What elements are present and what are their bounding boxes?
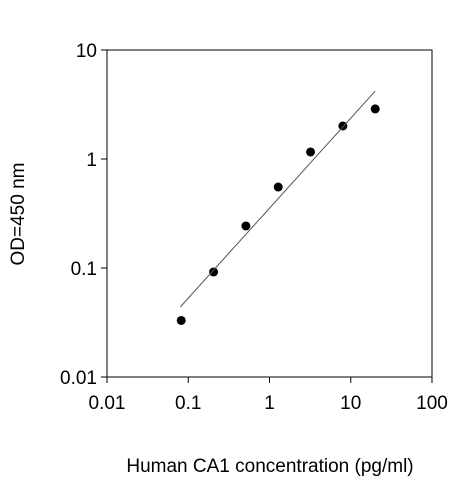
x-tick-label: 0.01 <box>89 393 126 414</box>
data-point <box>241 221 251 231</box>
data-point <box>209 267 219 277</box>
data-point <box>306 147 316 157</box>
data-point <box>370 104 380 114</box>
x-tick-label: 1 <box>264 393 275 414</box>
x-tick-label: 10 <box>340 393 361 414</box>
x-tick-label: 100 <box>416 393 448 414</box>
data-point <box>273 182 283 192</box>
y-axis-label: OD=450 nm <box>8 163 29 266</box>
y-tick-label: 0.01 <box>60 368 97 389</box>
plot-frame <box>106 49 433 378</box>
x-axis-label: Human CA1 concentration (pg/ml) <box>126 456 413 477</box>
data-point <box>176 315 186 325</box>
y-tick-label: 1 <box>86 150 97 171</box>
y-tick-label: 0.1 <box>71 259 97 280</box>
x-tick-label: 0.1 <box>175 393 201 414</box>
fit-line <box>180 90 376 308</box>
y-tick-label: 10 <box>76 41 97 62</box>
